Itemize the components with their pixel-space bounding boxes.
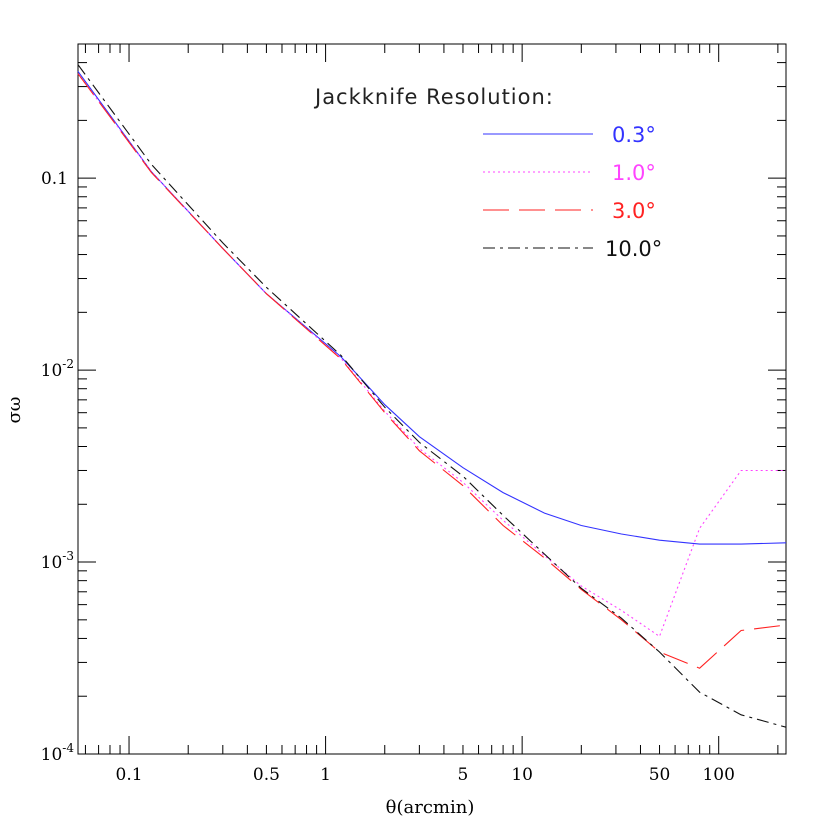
x-tick-label: 10 (511, 765, 533, 785)
plot-frame (77, 43, 787, 755)
legend-title: Jackknife Resolution: (313, 85, 554, 109)
x-tick-label: 0.5 (253, 765, 280, 785)
x-tick-label: 50 (649, 765, 671, 785)
x-tick-label: 100 (702, 765, 734, 785)
y-axis-label: σω (4, 397, 25, 424)
legend-label-0: 0.3° (612, 123, 656, 147)
x-tick-label: 0.1 (116, 765, 143, 785)
legend-label-2: 3.0° (612, 199, 656, 223)
series-line-2 (77, 73, 787, 669)
minor-ticks (78, 43, 786, 755)
y-axis-label-text: σω (4, 397, 25, 424)
legend-label-1: 1.0° (612, 161, 656, 185)
x-tick-labels: 0.1 0.5 1 5 10 50 100 (116, 765, 735, 785)
y-tick-label: 10-2 (41, 357, 74, 381)
series-line-3 (77, 64, 787, 728)
series-lines (77, 64, 787, 728)
x-tick-label: 1 (320, 765, 331, 785)
series-line-0 (77, 71, 787, 545)
plot-border (77, 43, 787, 755)
series-line-1 (77, 73, 786, 638)
x-tick-label: 5 (458, 765, 469, 785)
legend: Jackknife Resolution: 0.3° 1.0° 3.0° 10.0° (313, 85, 662, 261)
legend-label-3: 10.0° (605, 237, 662, 261)
y-tick-label: 0.1 (41, 169, 68, 189)
y-tick-labels: 0.1 10-2 10-3 10-4 (41, 169, 75, 765)
y-tick-label: 10-3 (41, 549, 74, 573)
x-axis-label: θ(arcmin) (386, 797, 475, 818)
y-tick-label: 10-4 (41, 741, 75, 765)
